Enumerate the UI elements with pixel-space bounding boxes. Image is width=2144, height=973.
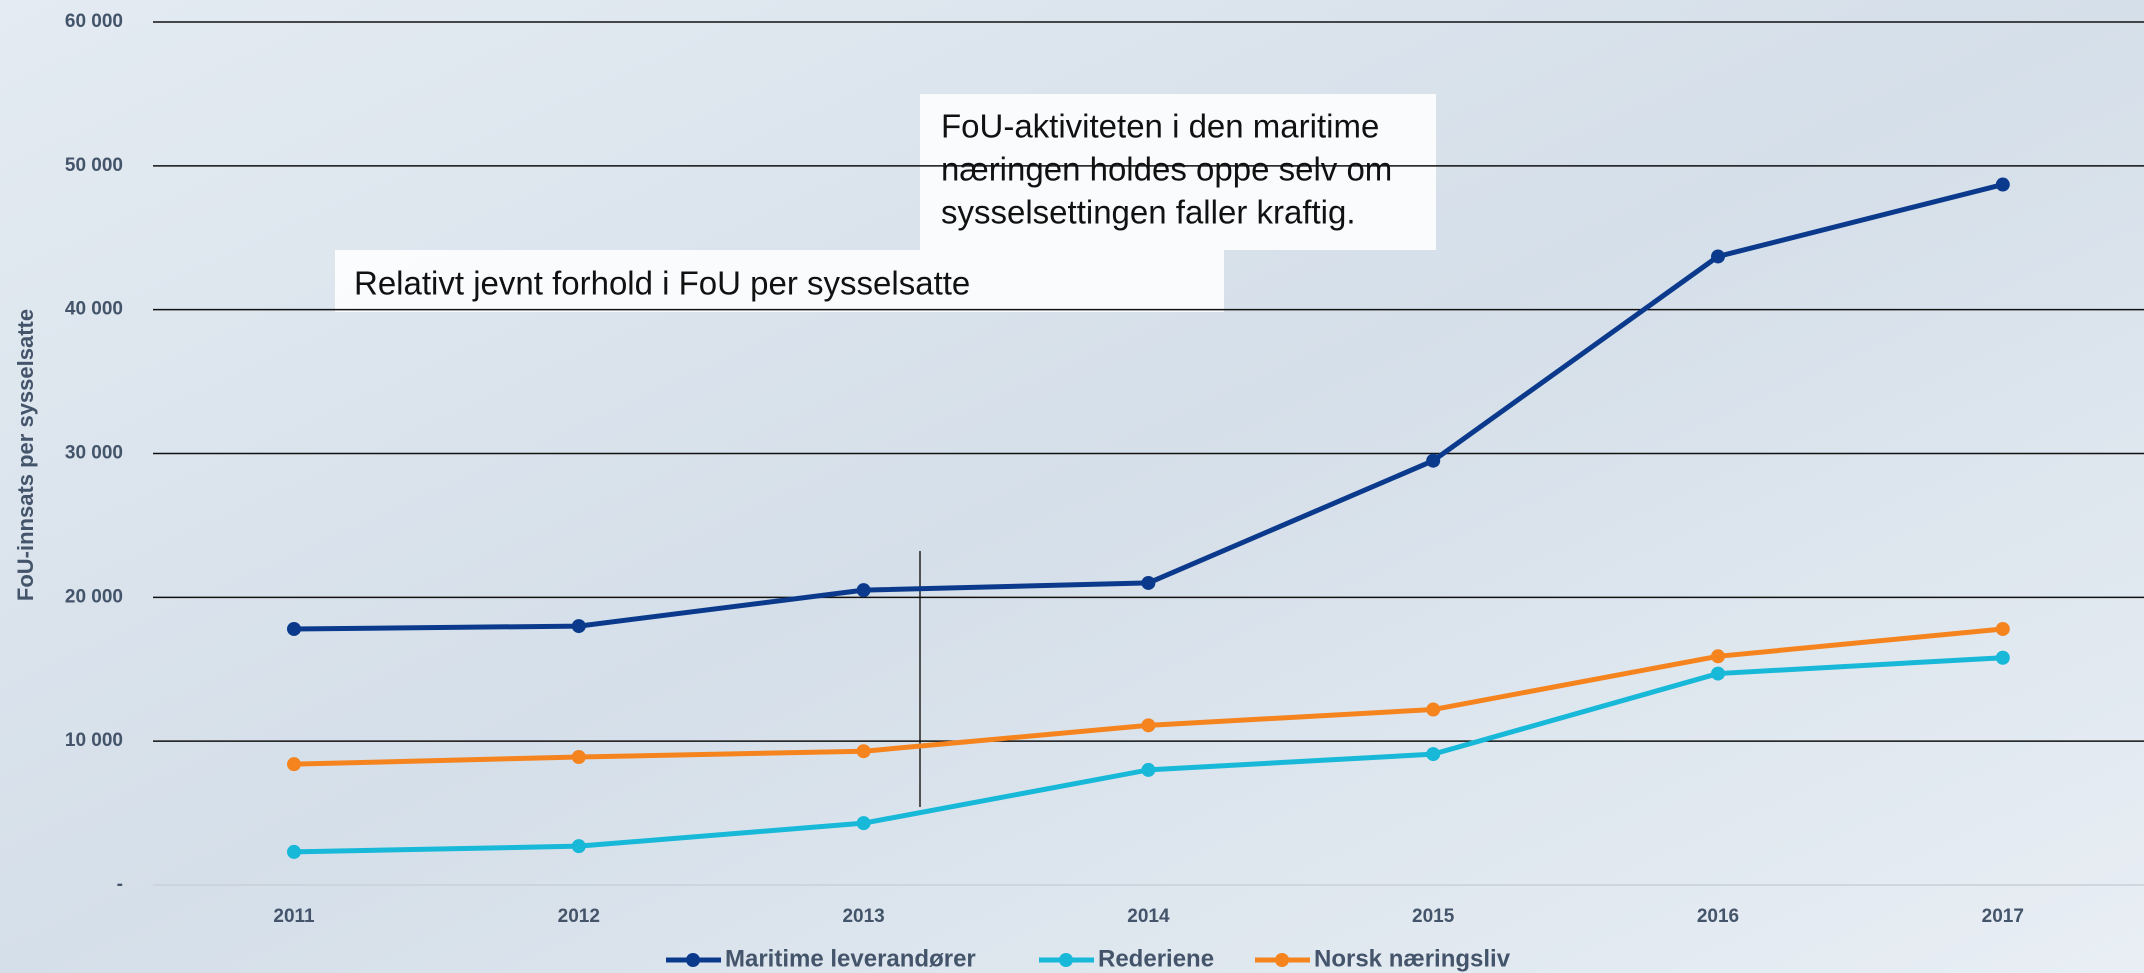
annotation-text: næringen holdes oppe selv om [941, 151, 1392, 188]
y-axis-title: FoU-innsats per sysselsatte [13, 309, 38, 601]
data-point [287, 621, 301, 636]
annotation-box [335, 250, 1224, 312]
y-tick-label: 50 000 [65, 155, 123, 176]
data-point [1426, 453, 1441, 468]
legend-label: Rederiene [1098, 945, 1214, 972]
annotation-text: FoU-aktiviteten i den maritime [941, 108, 1379, 145]
x-tick-label: 2011 [273, 906, 315, 927]
y-tick-label: - [117, 874, 123, 895]
legend-marker [1059, 953, 1073, 967]
data-point [1141, 762, 1156, 777]
data-point [287, 844, 301, 859]
legend-marker [686, 953, 700, 967]
data-point [1711, 649, 1725, 664]
legend-marker [1275, 953, 1289, 967]
data-point [1995, 621, 2010, 636]
y-tick-label: 10 000 [65, 730, 123, 751]
data-point [1711, 249, 1725, 264]
y-tick-label: 30 000 [65, 443, 123, 464]
data-point [571, 619, 586, 634]
data-point [1995, 177, 2010, 192]
annotation-text: sysselsettingen faller kraftig. [941, 194, 1356, 231]
legend-label: Maritime leverandører [725, 945, 976, 972]
x-tick-label: 2017 [1982, 906, 2024, 927]
x-tick-label: 2016 [1697, 906, 1739, 927]
data-point [1711, 666, 1725, 681]
y-tick-label: 20 000 [65, 586, 123, 607]
data-point [571, 839, 586, 854]
data-point [1426, 747, 1441, 762]
data-point [856, 583, 871, 598]
x-tick-label: 2014 [1127, 906, 1170, 927]
data-point [571, 749, 586, 764]
y-tick-label: 60 000 [65, 11, 123, 32]
y-tick-label: 40 000 [65, 299, 123, 320]
x-tick-label: 2013 [842, 906, 884, 927]
data-point [1995, 650, 2010, 665]
x-tick-label: 2012 [558, 906, 600, 927]
data-point [856, 744, 871, 759]
annotation-box [920, 94, 1436, 250]
legend-label: Norsk næringsliv [1314, 945, 1511, 972]
data-point [1426, 702, 1441, 717]
x-tick-label: 2015 [1412, 906, 1455, 927]
data-point [1141, 575, 1156, 590]
data-point [287, 757, 301, 772]
data-point [1141, 718, 1156, 733]
data-point [856, 816, 871, 831]
annotation-text: Relativt jevnt forhold i FoU per syssels… [354, 265, 970, 302]
